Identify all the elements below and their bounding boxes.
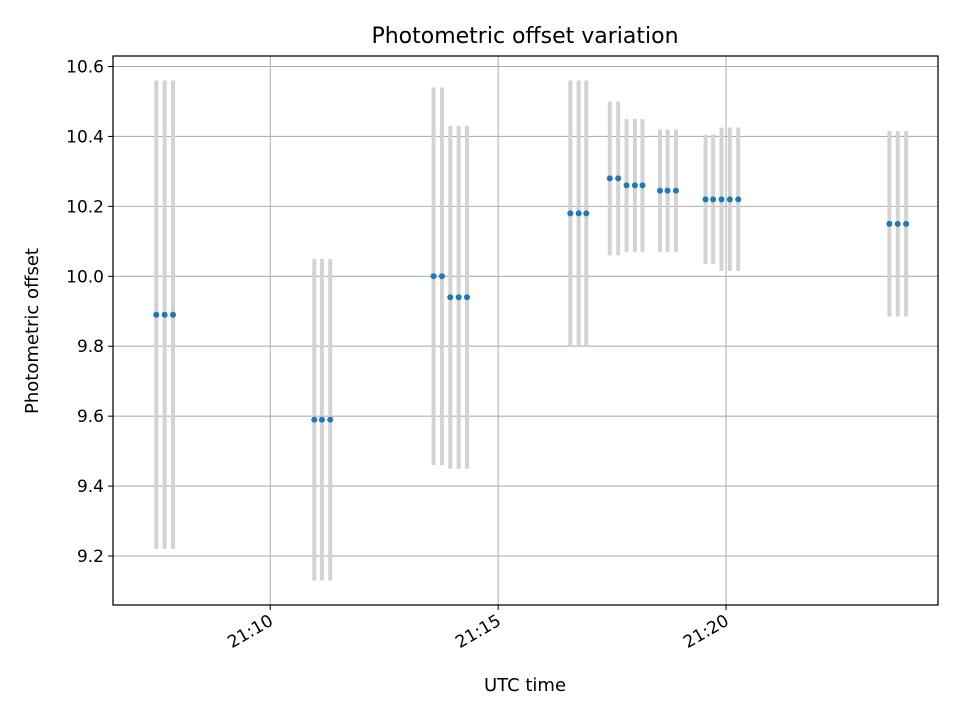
data-point <box>894 220 901 227</box>
y-tick-label: 10.0 <box>66 267 104 287</box>
data-point <box>606 175 613 182</box>
data-point <box>664 187 671 194</box>
data-point <box>886 220 893 227</box>
data-point <box>327 416 334 423</box>
y-tick-label: 10.6 <box>66 57 104 77</box>
data-point <box>903 220 910 227</box>
data-point <box>567 210 574 217</box>
data-point <box>318 416 325 423</box>
grid <box>113 56 938 605</box>
data-point <box>464 294 471 301</box>
y-axis-label: Photometric offset <box>22 248 43 414</box>
data-point <box>639 182 646 189</box>
data-point <box>718 196 725 203</box>
chart-title: Photometric offset variation <box>371 24 678 49</box>
data-point <box>735 196 742 203</box>
data-point <box>656 187 663 194</box>
data-point <box>726 196 733 203</box>
y-tick-label: 9.2 <box>77 547 104 567</box>
data-point <box>623 182 630 189</box>
data-point <box>430 273 437 280</box>
data-point <box>631 182 638 189</box>
y-tick-label: 9.6 <box>77 407 104 427</box>
data-point <box>447 294 454 301</box>
data-points <box>153 175 910 423</box>
data-point <box>170 311 177 318</box>
x-axis-label: UTC time <box>484 675 566 696</box>
data-point <box>455 294 462 301</box>
y-axis-ticks: 9.2 9.4 9.6 9.8 10.0 10.2 10.4 10.6 <box>66 57 113 567</box>
y-tick-label: 10.4 <box>66 127 104 147</box>
y-tick-label: 9.4 <box>77 477 104 497</box>
data-point <box>615 175 622 182</box>
data-point <box>161 311 168 318</box>
data-point <box>153 311 160 318</box>
data-point <box>575 210 582 217</box>
y-tick-label: 9.8 <box>77 337 104 357</box>
data-point <box>583 210 590 217</box>
data-point <box>710 196 717 203</box>
y-tick-label: 10.2 <box>66 197 104 217</box>
data-point <box>672 187 679 194</box>
plot-frame <box>112 55 939 606</box>
data-point <box>702 196 709 203</box>
data-point <box>438 273 445 280</box>
data-point <box>311 416 318 423</box>
